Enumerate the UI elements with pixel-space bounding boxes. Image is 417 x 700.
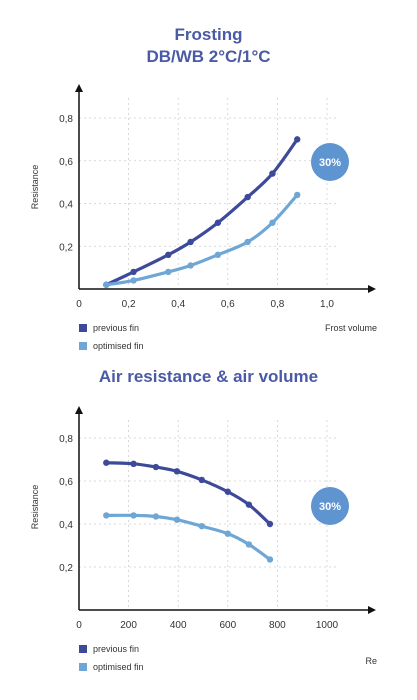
- chart-2-title-line-1: Air resistance & air volume: [98, 367, 319, 386]
- chart-1-previous-fin-point: [269, 170, 276, 177]
- chart-1-y-tick-label: 0,8: [59, 114, 73, 125]
- chart-2-previous-fin-point: [152, 463, 160, 471]
- chart-2-title: Air resistance & air volume: [0, 366, 417, 388]
- chart-1-title-line-1: Frosting: [174, 25, 243, 44]
- chart-2-x-tick-label: 600: [219, 620, 236, 631]
- chart-2-x-axis-arrow: [368, 606, 376, 614]
- chart-1-title-line-2: DB/WB 2°C/1°C: [146, 47, 271, 66]
- chart-1-previous-fin-point: [130, 268, 137, 276]
- chart-2-previous-fin-point: [224, 488, 231, 495]
- chart-1-legend-label-optimised-fin: optimised fin: [93, 341, 144, 351]
- chart-2-y-axis-label: Resistance: [30, 485, 40, 530]
- chart-2-x-tick-label: 800: [269, 620, 286, 631]
- chart-1-optimised-fin-point: [294, 191, 301, 199]
- chart-1-y-axis-arrow: [75, 84, 83, 92]
- chart-1-legend-label-previous-fin: previous fin: [93, 323, 139, 333]
- chart-2-previous-fin-point: [245, 501, 253, 508]
- chart-2-previous-fin-point: [173, 468, 181, 475]
- chart-2-x-tick-label: 0: [76, 620, 82, 631]
- chart-2-legend-label-optimised-fin: optimised fin: [93, 662, 144, 672]
- chart-1-previous-fin-point: [294, 136, 301, 143]
- chart-2-badge: [311, 487, 349, 525]
- chart-1-x-axis-arrow: [368, 285, 376, 293]
- chart-2-legend-swatch-previous-fin: [79, 645, 87, 653]
- chart-1-previous-fin-point: [214, 219, 222, 226]
- chart-1-legend-swatch-previous-fin: [79, 324, 87, 332]
- chart-1-badge: [311, 143, 349, 181]
- chart-1-previous-fin-point: [187, 238, 194, 246]
- chart-1-x-tick-label: 0: [76, 299, 82, 310]
- chart-1-optimised-fin-point: [103, 281, 110, 288]
- chart-2-previous-fin-point: [103, 459, 110, 466]
- chart-2-y-axis-arrow: [75, 406, 83, 414]
- chart-1-x-tick-label: 0,8: [270, 299, 284, 310]
- chart-2-optimised-fin-point: [173, 516, 181, 523]
- chart-2-legend-swatch-optimised-fin: [79, 663, 87, 671]
- chart-1-y-tick-label: 0,4: [59, 200, 73, 211]
- chart-2-badge-label: 30%: [319, 501, 341, 513]
- chart-2-x-tick-label: 200: [120, 620, 137, 631]
- chart-2-optimised-fin-point: [224, 530, 231, 537]
- chart-1-x-axis-label: Frost volume: [325, 323, 377, 333]
- chart-1-optimised-fin-point: [244, 238, 251, 246]
- chart-1-previous-fin-point: [244, 193, 251, 201]
- chart-2-optimised-fin-point: [130, 512, 137, 519]
- chart-2-x-tick-label: 400: [170, 620, 187, 631]
- chart-1-optimised-fin-point: [130, 277, 137, 284]
- chart-2-legend-label-previous-fin: previous fin: [93, 644, 139, 654]
- chart-2-y-tick-label: 0,8: [59, 434, 73, 445]
- chart-1-optimised-fin-point: [165, 268, 172, 276]
- chart-2-previous-fin-point: [198, 476, 205, 484]
- chart-2-optimised-fin-point: [103, 512, 110, 519]
- chart-1-optimised-fin-point: [269, 219, 276, 226]
- chart-2-x-tick-label: 1000: [316, 620, 339, 631]
- chart-1-x-tick-label: 1,0: [320, 299, 334, 310]
- chart-1-y-axis-label: Resistance: [30, 165, 40, 210]
- chart-1-y-tick-label: 0,2: [59, 242, 73, 253]
- chart-2-y-tick-label: 0,6: [59, 477, 73, 488]
- chart-2-optimised-fin-point: [245, 541, 253, 548]
- chart-1-optimised-fin-point: [214, 251, 222, 258]
- chart-2-previous-fin-point: [130, 460, 137, 467]
- chart-2-optimised-fin-line: [104, 513, 272, 562]
- chart-1-x-tick-label: 0,4: [171, 299, 185, 310]
- chart-1-previous-fin-point: [165, 251, 172, 258]
- chart-2-optimised-fin-point: [198, 522, 205, 530]
- chart-1-x-tick-label: 0,6: [221, 299, 235, 310]
- chart-2-y-tick-label: 0,4: [59, 520, 73, 531]
- chart-1-title: Frosting DB/WB 2°C/1°C: [0, 24, 417, 68]
- chart-2-optimised-fin-point: [152, 513, 160, 520]
- chart-2-previous-fin-point: [266, 520, 274, 528]
- chart-2-x-axis-label: Re: [365, 656, 377, 666]
- chart-1-optimised-fin-point: [187, 262, 194, 269]
- chart-1-legend-swatch-optimised-fin: [79, 342, 87, 350]
- chart-2-y-tick-label: 0,2: [59, 563, 73, 574]
- chart-2-optimised-fin-point: [266, 556, 274, 563]
- chart-1-x-tick-label: 0,2: [122, 299, 136, 310]
- chart-1-frosting: 0 0,2 0,4 0,6 0,8 1,0 0,2 0,4 0,6 0,8 Frost volume…: [30, 84, 377, 351]
- chart-1-badge-label: 30%: [319, 157, 341, 169]
- chart-1-y-tick-label: 0,6: [59, 157, 73, 168]
